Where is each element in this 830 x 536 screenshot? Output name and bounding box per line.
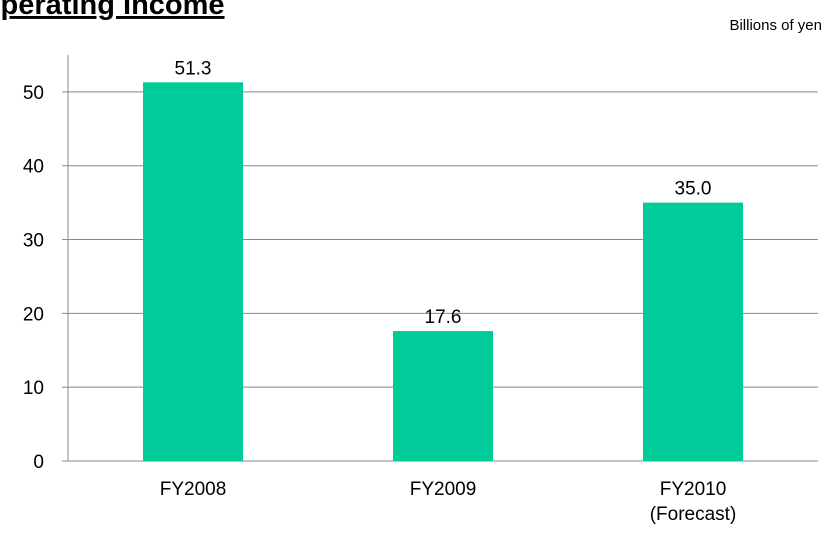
x-tick-label: FY2010 (Forecast) [650,479,737,525]
bar [143,82,243,461]
bar [643,202,743,462]
x-tick-label: FY2008 [160,479,227,500]
y-tick-label: 40 [23,157,44,178]
x-tick-label-line: (Forecast) [650,504,737,525]
bar [393,331,493,461]
chart-title: Operating Income [0,0,225,21]
data-label: 35.0 [675,179,712,200]
y-tick-label: 10 [23,378,44,399]
data-label: 17.6 [425,307,462,328]
y-tick-label: 20 [23,304,44,325]
unit-label: Billions of yen [729,17,822,34]
y-tick-label: 0 [33,452,44,473]
y-tick-label: 50 [23,83,44,104]
data-label: 51.3 [175,58,212,79]
y-tick-label: 30 [23,231,44,252]
x-tick-label-line: FY2010 [660,479,727,500]
x-tick-label: FY2009 [410,479,477,500]
